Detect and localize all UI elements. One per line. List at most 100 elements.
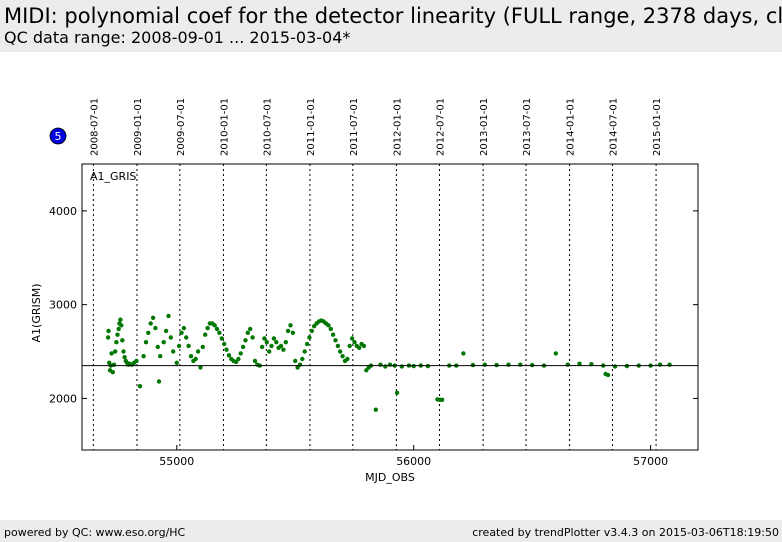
data-point xyxy=(373,407,378,412)
data-point xyxy=(219,336,224,341)
x-axis: 55000 56000 57000 xyxy=(159,445,668,468)
data-point xyxy=(105,335,111,340)
date-tick-label: 2010-01-01 xyxy=(219,98,230,156)
data-point xyxy=(352,340,357,345)
data-point xyxy=(171,349,176,354)
data-point xyxy=(335,343,341,349)
data-point xyxy=(243,338,248,343)
data-point xyxy=(110,370,116,375)
data-point xyxy=(111,362,117,367)
data-point xyxy=(205,325,210,331)
data-point xyxy=(186,343,191,349)
data-point xyxy=(470,362,476,368)
data-point xyxy=(274,340,279,345)
data-point xyxy=(233,359,239,365)
data-point xyxy=(307,335,312,340)
date-tick-label: 2010-07-01 xyxy=(262,98,273,156)
footer-created: created by trendPlotter v3.4.3 on 2015-0… xyxy=(472,526,779,539)
data-point xyxy=(114,340,119,345)
data-point xyxy=(198,365,203,370)
data-point xyxy=(166,313,171,319)
x-tick-label: 57000 xyxy=(633,455,668,468)
data-point xyxy=(155,344,160,350)
data-point xyxy=(328,326,333,332)
data-point xyxy=(383,364,388,369)
data-point xyxy=(236,356,241,362)
data-point xyxy=(203,332,208,337)
data-point xyxy=(150,315,156,320)
date-tick-label: 2012-07-01 xyxy=(436,98,447,156)
data-point xyxy=(163,328,169,334)
date-tick-label: 2015-01-01 xyxy=(652,98,663,156)
data-point xyxy=(330,332,336,337)
data-point xyxy=(134,358,139,364)
x-axis-label: MJD_OBS xyxy=(365,471,415,484)
y-tick-label: 4000 xyxy=(49,205,77,218)
date-tick-label: 2009-07-01 xyxy=(176,98,187,156)
data-point xyxy=(259,344,265,350)
data-point xyxy=(565,362,570,367)
page-title: MIDI: polynomial coef for the detector l… xyxy=(4,4,782,28)
data-point xyxy=(506,362,511,367)
data-point xyxy=(605,372,611,378)
data-point xyxy=(494,362,499,368)
data-point xyxy=(195,349,201,354)
data-point xyxy=(193,356,198,362)
scatter-chart: 5 2008-07-01 2009-01-01 2009-07-01 2010-01-… xyxy=(30,98,699,484)
data-point xyxy=(200,344,205,350)
data-point xyxy=(143,340,149,345)
header-bar: MIDI: polynomial coef for the detector l… xyxy=(0,0,782,52)
page-subtitle: QC data range: 2008-09-01 ... 2015-03-04… xyxy=(4,28,351,47)
data-point xyxy=(250,335,255,340)
data-point xyxy=(304,341,310,347)
data-point xyxy=(120,338,125,343)
date-tick-label: 2012-01-01 xyxy=(392,98,403,156)
data-point xyxy=(267,349,272,354)
data-point xyxy=(269,343,274,349)
data-point xyxy=(333,338,338,343)
data-point xyxy=(394,390,400,395)
data-point xyxy=(300,356,305,362)
data-point xyxy=(285,328,291,334)
data-point xyxy=(146,330,151,335)
data-point xyxy=(109,351,114,356)
data-point xyxy=(271,336,277,341)
data-point xyxy=(176,343,182,349)
panel-label: A1_GRIS xyxy=(90,170,136,183)
data-point xyxy=(345,356,350,362)
data-point xyxy=(361,343,367,349)
date-tick-label: 2014-07-01 xyxy=(608,98,619,156)
date-tick-label: 2014-01-01 xyxy=(566,98,577,156)
data-point xyxy=(357,345,362,350)
data-point xyxy=(309,328,314,334)
data-point xyxy=(530,362,535,368)
data-point xyxy=(338,349,343,354)
data-points xyxy=(105,313,672,412)
data-point xyxy=(148,321,153,326)
data-point xyxy=(115,332,120,337)
date-tick-label: 2008-07-01 xyxy=(89,98,100,156)
x-tick-label: 55000 xyxy=(159,455,194,468)
data-point xyxy=(245,330,250,335)
data-point xyxy=(119,323,124,328)
data-point xyxy=(188,354,194,359)
data-point xyxy=(252,358,258,364)
data-point xyxy=(326,323,331,328)
footer-credit: powered by QC: www.eso.org/HC xyxy=(4,526,186,539)
data-point xyxy=(657,362,663,367)
data-point xyxy=(226,353,232,358)
data-point xyxy=(399,364,404,369)
data-point xyxy=(248,326,253,332)
data-point xyxy=(153,325,158,331)
date-tick-labels: 2008-07-01 2009-01-01 2009-07-01 2010-01-01… xyxy=(89,98,663,156)
data-point xyxy=(290,330,296,335)
date-tick-label: 2013-01-01 xyxy=(479,98,490,156)
date-tick-label: 2013-07-01 xyxy=(522,98,533,156)
y-axis-label: A1(GRISM) xyxy=(30,284,43,343)
data-point xyxy=(161,340,166,345)
data-point xyxy=(158,354,163,359)
data-point xyxy=(174,360,179,365)
data-point xyxy=(378,362,383,367)
x-tick-label: 56000 xyxy=(396,455,431,468)
date-tick-label: 2011-07-01 xyxy=(349,98,360,156)
